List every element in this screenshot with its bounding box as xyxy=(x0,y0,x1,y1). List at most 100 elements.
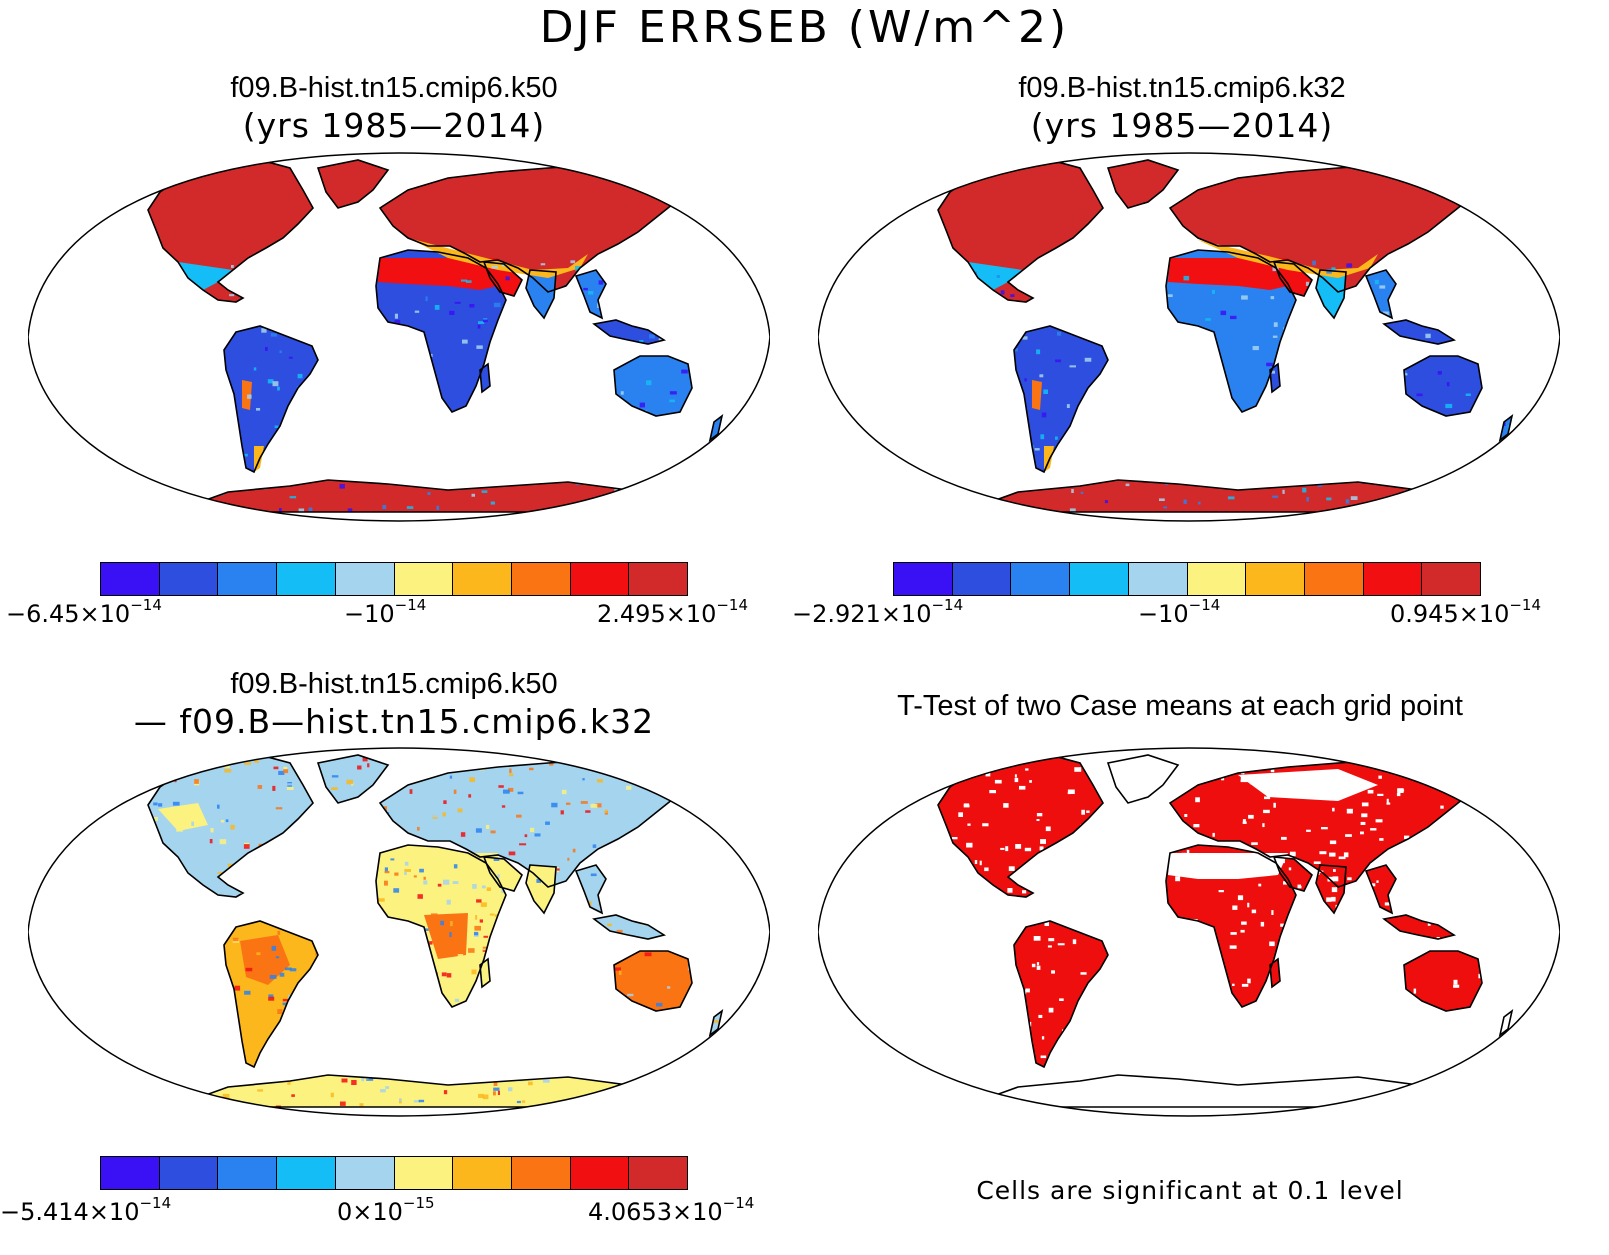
landmass-greenland xyxy=(318,160,388,208)
landmass-samerica xyxy=(1014,921,1108,1067)
colorbar-swatch xyxy=(218,1157,278,1189)
landmass-eurasia xyxy=(380,164,688,292)
field-patch xyxy=(424,913,468,959)
landmass-antarctica xyxy=(968,1075,1438,1107)
map-panel-br xyxy=(818,747,1560,1117)
colorbar-swatch xyxy=(453,1157,512,1189)
landmass-africa xyxy=(1166,250,1296,412)
map-border xyxy=(28,152,770,522)
colorbar-swatch xyxy=(101,1157,160,1189)
field-patch xyxy=(968,262,1023,290)
landmass-namerica xyxy=(148,160,313,302)
field-patch xyxy=(158,803,208,831)
colorbar-bl-mid-label: 0×10−15 xyxy=(337,1194,435,1226)
landmass-madagascar xyxy=(480,364,490,392)
colorbar-bl-min-label: −5.414×10−14 xyxy=(0,1194,172,1226)
panel-tr-subtitle: (yrs 1985—2014) xyxy=(1030,106,1334,145)
landmass-indonesia xyxy=(594,320,664,344)
colorbar-swatch xyxy=(159,1157,219,1189)
panel-tl-subtitle: (yrs 1985—2014) xyxy=(242,106,546,145)
landmass-australia xyxy=(614,951,692,1011)
colorbar-bl-max-label: 4.0653×10−14 xyxy=(588,1194,755,1226)
colorbar-swatch xyxy=(1128,563,1188,595)
field-patch xyxy=(1168,853,1288,879)
ttest-footnote: Cells are significant at 0.1 level xyxy=(976,1176,1404,1205)
field-patch xyxy=(1238,769,1378,801)
colorbar-swatch xyxy=(277,1157,336,1189)
map-panel-tr xyxy=(818,152,1560,522)
colorbar-swatch xyxy=(277,563,336,595)
colorbar-tl-mid-label: −10−14 xyxy=(344,596,427,628)
colorbar-swatch xyxy=(159,563,219,595)
panel-br-title: T-Test of two Case means at each grid po… xyxy=(897,690,1463,722)
colorbar-tr xyxy=(893,562,1481,596)
landmass-australia xyxy=(1404,356,1482,416)
colorbar-swatch xyxy=(335,1157,395,1189)
landmass-seasia xyxy=(576,865,606,913)
landmass-namerica xyxy=(938,160,1103,302)
map-land-layer xyxy=(147,159,724,513)
landmass-nz xyxy=(1500,1011,1512,1035)
panel-tr-title: f09.B-hist.tn15.cmip6.k32 xyxy=(1018,72,1346,104)
landmass-india xyxy=(526,865,556,913)
field-patch xyxy=(240,935,290,985)
colorbar-bl xyxy=(100,1156,688,1190)
landmass-eurasia xyxy=(1170,164,1478,292)
panel-bl-subtitle: — f09.B—hist.tn15.cmip6.k32 xyxy=(133,702,655,741)
landmass-india xyxy=(526,270,556,318)
landmass-africa xyxy=(1166,845,1296,1007)
colorbar-swatch xyxy=(101,563,160,595)
landmass-nz xyxy=(1500,416,1512,440)
landmass-greenland xyxy=(1108,755,1178,803)
colorbar-swatch xyxy=(511,1157,571,1189)
field-patch xyxy=(408,238,588,278)
landmass-nz xyxy=(710,416,722,440)
map-border xyxy=(28,747,770,1117)
colorbar-tl-max-label: 2.495×10−14 xyxy=(597,596,749,628)
landmass-antarctica xyxy=(968,480,1438,512)
field-patch xyxy=(1168,258,1296,290)
colorbar-swatch xyxy=(952,563,1012,595)
landmass-indonesia xyxy=(1384,320,1454,344)
colorbar-tl-min-label: −6.45×10−14 xyxy=(6,596,162,628)
landmass-indonesia xyxy=(594,915,664,939)
landmass-samerica xyxy=(1014,326,1108,472)
colorbar-swatch xyxy=(1011,563,1071,595)
colorbar-swatch xyxy=(1187,563,1247,595)
panel-tl-title: f09.B-hist.tn15.cmip6.k50 xyxy=(230,72,558,104)
field-patch xyxy=(1032,380,1042,410)
colorbar-swatch xyxy=(394,563,454,595)
colorbar-swatch xyxy=(570,563,630,595)
map-border xyxy=(818,152,1560,522)
panel-bl-title: f09.B-hist.tn15.cmip6.k50 xyxy=(230,668,558,700)
colorbar-swatch xyxy=(335,563,395,595)
map-land-layer xyxy=(937,754,1514,1108)
figure-title: DJF ERRSEB (W/m^2) xyxy=(539,2,1070,53)
colorbar-swatch xyxy=(894,563,953,595)
colorbar-swatch xyxy=(570,1157,630,1189)
colorbar-tr-max-label: 0.945×10−14 xyxy=(1390,596,1542,628)
landmass-australia xyxy=(614,356,692,416)
landmass-arabia xyxy=(1274,857,1312,891)
colorbar-swatch xyxy=(629,563,688,595)
colorbar-swatch xyxy=(1304,563,1364,595)
colorbar-swatch xyxy=(511,563,571,595)
landmass-seasia xyxy=(1366,270,1396,318)
field-patch xyxy=(242,380,252,410)
landmass-namerica xyxy=(938,755,1103,897)
colorbar-swatch xyxy=(453,563,512,595)
colorbar-swatch xyxy=(1246,563,1305,595)
colorbar-tr-min-label: −2.921×10−14 xyxy=(792,596,964,628)
landmass-madagascar xyxy=(1270,959,1280,987)
landmass-greenland xyxy=(1108,160,1178,208)
landmass-samerica xyxy=(224,326,318,472)
landmass-madagascar xyxy=(480,959,490,987)
landmass-india xyxy=(1316,270,1346,318)
landmass-greenland xyxy=(318,755,388,803)
colorbar-tl xyxy=(100,562,688,596)
colorbar-swatch xyxy=(1070,563,1129,595)
landmass-indonesia xyxy=(1384,915,1454,939)
field-patch xyxy=(178,262,233,290)
landmass-australia xyxy=(1404,951,1482,1011)
landmass-seasia xyxy=(1366,865,1396,913)
